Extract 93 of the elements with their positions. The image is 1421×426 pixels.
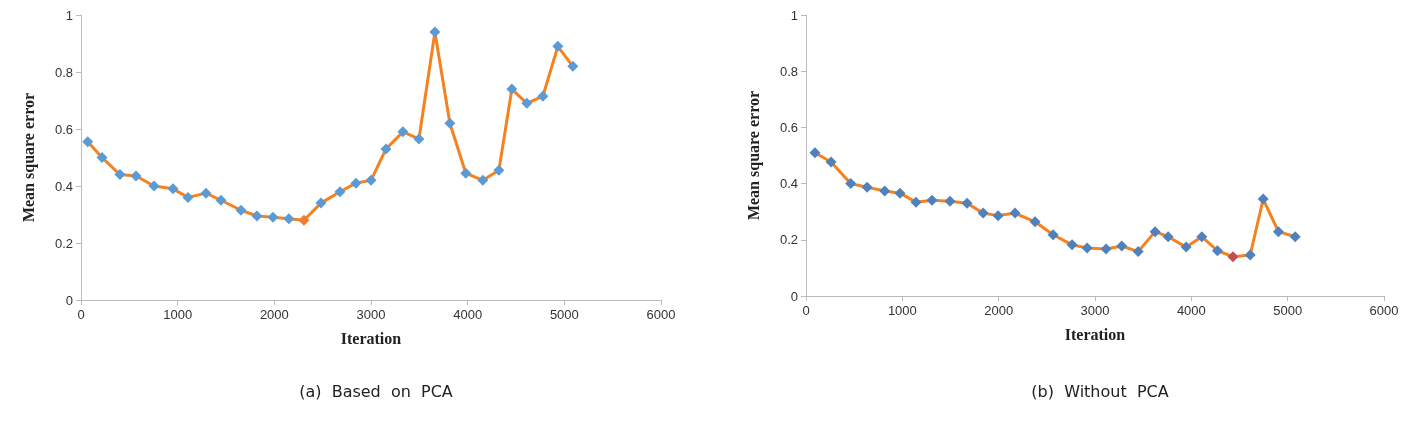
point (567, 60, 579, 72)
y-tick-label: 0.2 (779, 232, 798, 248)
point (809, 147, 821, 159)
point (926, 194, 938, 206)
y-tick-label: 0.4 (779, 176, 798, 192)
x-tick-label: 3000 (356, 307, 386, 322)
y-tick-label: 1 (65, 7, 73, 23)
point (1196, 231, 1208, 243)
point (267, 211, 279, 223)
point (114, 169, 126, 181)
point (552, 40, 564, 52)
point (200, 187, 212, 199)
x-tick-label: 6000 (1369, 303, 1399, 318)
point (825, 156, 837, 168)
point (1211, 245, 1223, 257)
point (1029, 216, 1041, 228)
point (215, 194, 227, 206)
point (521, 97, 533, 109)
point (1132, 246, 1144, 258)
x-tick-label: 4000 (453, 307, 483, 322)
text: (b) Without PCA (1031, 381, 1169, 401)
y-tick-label: 0.8 (779, 63, 798, 79)
point (845, 178, 857, 190)
point (1244, 249, 1256, 261)
point (537, 90, 549, 102)
point (298, 214, 310, 226)
point (82, 136, 94, 148)
point (1116, 240, 1128, 252)
point (251, 210, 263, 222)
point (977, 207, 989, 219)
point (1100, 243, 1112, 255)
point (429, 26, 441, 38)
x-axis-title: Iteration (1064, 325, 1126, 343)
point (1257, 193, 1269, 205)
point (506, 83, 518, 95)
point (460, 167, 472, 179)
point (477, 174, 489, 186)
x-tick-label: 6000 (646, 307, 676, 322)
point (1162, 231, 1174, 243)
point (1066, 239, 1078, 251)
point (1149, 226, 1161, 238)
point (96, 152, 108, 163)
point (413, 133, 425, 145)
x-tick-label: 0 (802, 303, 810, 318)
y-tick-label: 1 (790, 7, 798, 23)
y-axis-title: Mean square error (744, 90, 763, 221)
point (992, 210, 1004, 222)
y-tick-label: 0.6 (779, 119, 798, 135)
point (148, 180, 160, 192)
y-tick-label: 0.2 (54, 235, 73, 251)
point (1227, 251, 1239, 263)
x-tick-label: 2000 (984, 303, 1014, 318)
point (961, 197, 973, 209)
x-tick-label: 5000 (1273, 303, 1303, 318)
point (1047, 229, 1059, 241)
point (493, 164, 505, 176)
point (130, 170, 142, 182)
point (182, 191, 194, 203)
point (1180, 241, 1192, 253)
text: (a) Based on PCA (299, 381, 453, 401)
point (861, 181, 873, 193)
point (910, 196, 922, 208)
x-tick-label: 5000 (549, 307, 579, 322)
point (879, 185, 891, 197)
point (944, 195, 956, 207)
y-tick-label: 0 (65, 292, 73, 308)
y-tick-label: 0.8 (54, 64, 73, 80)
point (380, 143, 392, 155)
point (315, 197, 327, 209)
point (1009, 207, 1021, 219)
y-axis-title: Mean square error (19, 92, 38, 223)
point (350, 177, 362, 189)
point (1081, 242, 1093, 254)
x-tick-label: 2000 (259, 307, 289, 322)
y-tick-label: 0.4 (54, 178, 73, 194)
y-tick-label: 0 (790, 288, 798, 304)
point (334, 186, 346, 198)
point (365, 174, 377, 186)
point (1289, 231, 1301, 243)
point (235, 204, 247, 216)
point (1272, 226, 1284, 238)
x-tick-label: 0 (77, 307, 85, 322)
point (167, 183, 179, 195)
x-tick-label: 1000 (163, 307, 193, 322)
x-tick-label: 3000 (1080, 303, 1110, 318)
y-tick-label: 0.6 (54, 121, 73, 137)
point (894, 187, 906, 199)
x-tick-label: 1000 (887, 303, 917, 318)
point (283, 213, 295, 225)
point (444, 117, 456, 129)
x-tick-label: 4000 (1176, 303, 1206, 318)
x-axis-title: Iteration (340, 329, 402, 347)
point (397, 126, 409, 138)
